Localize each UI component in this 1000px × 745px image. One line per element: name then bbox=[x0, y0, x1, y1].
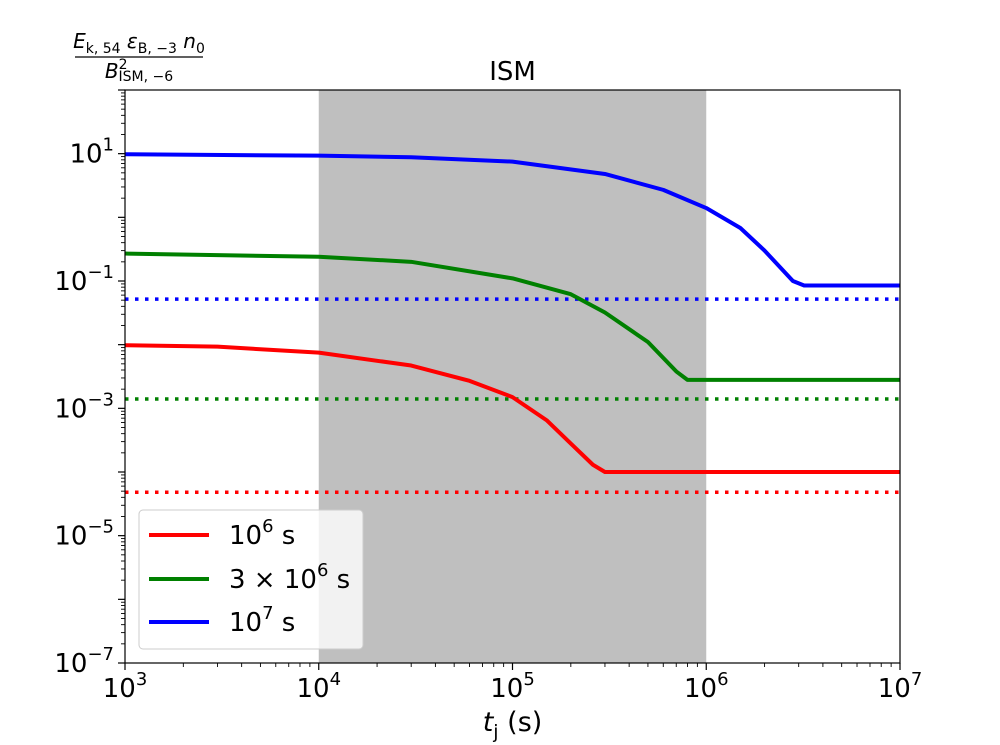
plot-layer bbox=[125, 90, 900, 663]
y-tick-label: 10−3 bbox=[54, 389, 114, 424]
x-axis-label: tj (s) bbox=[483, 707, 543, 743]
legend-box bbox=[138, 509, 364, 650]
shaded-region bbox=[318, 90, 707, 663]
legend-label-2: 3 × 106 s bbox=[229, 560, 350, 595]
y-tick-label: 10−1 bbox=[54, 262, 114, 297]
legend-label-3: 107 s bbox=[229, 603, 295, 638]
y-tick-label: 10−7 bbox=[54, 644, 114, 679]
y-axis-label-numerator: Ek, 54 εB, −3 n0 bbox=[73, 29, 205, 57]
x-tick-label: 105 bbox=[490, 669, 535, 704]
x-tick-label: 103 bbox=[103, 669, 148, 704]
series-line-2 bbox=[125, 251, 900, 382]
chart-title: ISM bbox=[489, 57, 536, 87]
x-tick-label: 104 bbox=[296, 669, 341, 704]
axis-layer: 103 104 105 106 107 10−7 10−5 10−3 10−1 101 bbox=[54, 89, 923, 704]
series-line-3 bbox=[125, 152, 900, 288]
y-axis-label-denominator: B2 ISM, −6 bbox=[105, 57, 173, 85]
legend-label-1: 106 s bbox=[229, 516, 295, 551]
y-tick-label: 101 bbox=[69, 135, 114, 170]
series-line-1 bbox=[125, 343, 900, 474]
x-tick-label: 106 bbox=[684, 669, 729, 704]
legend: 106 s 3 × 106 s 107 s bbox=[138, 509, 364, 650]
x-tick-label: 107 bbox=[878, 669, 923, 704]
y-tick-label: 10−5 bbox=[54, 517, 114, 552]
